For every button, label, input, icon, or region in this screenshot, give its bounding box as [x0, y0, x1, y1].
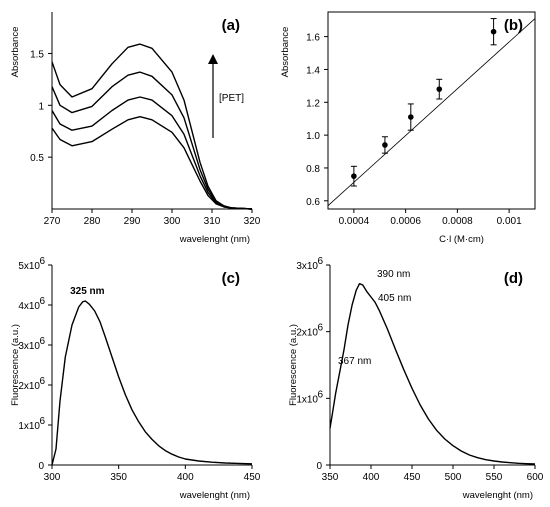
y-tick-label: 1x10 — [296, 394, 318, 405]
x-tick-label: 320 — [244, 216, 261, 227]
plot-frame — [327, 11, 536, 210]
y-axis-label: Absorbance — [10, 27, 21, 78]
series-line-3 — [51, 96, 253, 210]
series-line-4 — [51, 116, 253, 210]
panel-label: (a) — [222, 17, 240, 34]
y-tick-exponent: 6 — [39, 416, 45, 427]
x-tick-label: 0.0008 — [442, 216, 473, 227]
y-tick-label: 1 — [38, 101, 44, 112]
x-tick-label: 550 — [486, 472, 503, 483]
y-tick-label: 1.0 — [306, 131, 320, 142]
y-tick-label: 0.6 — [306, 197, 320, 208]
x-tick-label: 450 — [404, 472, 421, 483]
y-tick-label: 4x10 — [18, 301, 40, 312]
y-tick-label: 2x10 — [296, 328, 318, 339]
y-tick-label: 2x10 — [18, 381, 40, 392]
x-tick-label: 350 — [110, 472, 127, 483]
y-tick-label: 0 — [316, 461, 322, 472]
y-tick-exponent: 6 — [317, 323, 323, 334]
panel-label: (b) — [504, 17, 523, 34]
series-line-1 — [51, 300, 253, 466]
y-axis-label: Fluorescence (a.u.) — [288, 324, 299, 406]
y-tick-label: 0.5 — [30, 153, 44, 164]
x-tick-label: 500 — [445, 472, 462, 483]
peak-label: 325 nm — [70, 286, 105, 297]
y-tick-exponent: 6 — [317, 389, 323, 400]
y-tick-label: 0 — [38, 461, 44, 472]
series-line-1 — [329, 283, 536, 465]
chart-panel-1: 270 280 290 300 310 320 0.5 1 1.5 wavelenght (nm)… — [10, 12, 261, 245]
x-tick-label: 400 — [177, 472, 194, 483]
y-tick-label: 1.4 — [306, 65, 320, 76]
y-tick-label: 0.8 — [306, 164, 320, 175]
y-tick-label: 1x10 — [18, 421, 40, 432]
x-tick-label: 0.0006 — [390, 216, 421, 227]
x-tick-label: 290 — [124, 216, 141, 227]
x-axis-label: wavelenght (nm) — [179, 234, 250, 245]
data-point — [436, 86, 443, 92]
pet-label: [PET] — [219, 93, 244, 104]
y-tick-label: 3x10 — [18, 341, 40, 352]
y-tick-label: 1.6 — [306, 33, 320, 44]
x-tick-label: 450 — [244, 472, 261, 483]
x-tick-label: 350 — [322, 472, 339, 483]
x-tick-label: 0.0004 — [339, 216, 370, 227]
x-tick-label: 0.001 — [497, 216, 522, 227]
data-point — [382, 142, 388, 148]
x-tick-label: 270 — [44, 216, 61, 227]
data-point — [351, 173, 357, 179]
x-axis-label: wavelenght (nm) — [179, 490, 250, 501]
panel-label: (c) — [222, 270, 240, 287]
y-tick-exponent: 6 — [39, 296, 45, 307]
x-tick-label: 400 — [363, 472, 380, 483]
arrow-head — [208, 54, 218, 64]
peak-label: 405 nm — [378, 293, 411, 304]
y-tick-label: 1.2 — [306, 98, 320, 109]
data-point — [490, 28, 497, 35]
y-axis-label: Fluorescence (a.u.) — [10, 324, 21, 406]
fit-line — [327, 18, 536, 207]
y-tick-exponent: 6 — [39, 376, 45, 387]
pet-annotation: [PET] — [208, 54, 244, 138]
data-point — [408, 114, 414, 120]
y-tick-exponent: 6 — [317, 256, 323, 267]
y-tick-label: 3x10 — [296, 261, 318, 272]
peak-label: 390 nm — [377, 269, 410, 280]
y-tick-label: 1.5 — [30, 49, 44, 60]
series-line-1 — [51, 43, 253, 210]
y-axis-label: Absorbance — [280, 27, 291, 78]
x-tick-label: 310 — [204, 216, 221, 227]
x-axis-label: wavelenght (nm) — [462, 490, 533, 501]
x-axis-label: C·l (M·cm) — [439, 234, 484, 245]
peak-label: 367 nm — [338, 356, 371, 367]
y-tick-label: 5x10 — [18, 261, 40, 272]
y-tick-exponent: 6 — [39, 256, 45, 267]
x-tick-label: 300 — [164, 216, 181, 227]
x-tick-label: 280 — [84, 216, 101, 227]
x-tick-label: 300 — [44, 472, 61, 483]
series-line-2 — [51, 71, 253, 210]
x-tick-label: 600 — [527, 472, 544, 483]
chart-panel-2: 0.0004 0.0006 0.0008 0.001 0.6 0.8 1.0 1.2 1.4 1.… — [280, 11, 536, 245]
y-tick-exponent: 6 — [39, 336, 45, 347]
panel-label: (d) — [504, 270, 523, 287]
